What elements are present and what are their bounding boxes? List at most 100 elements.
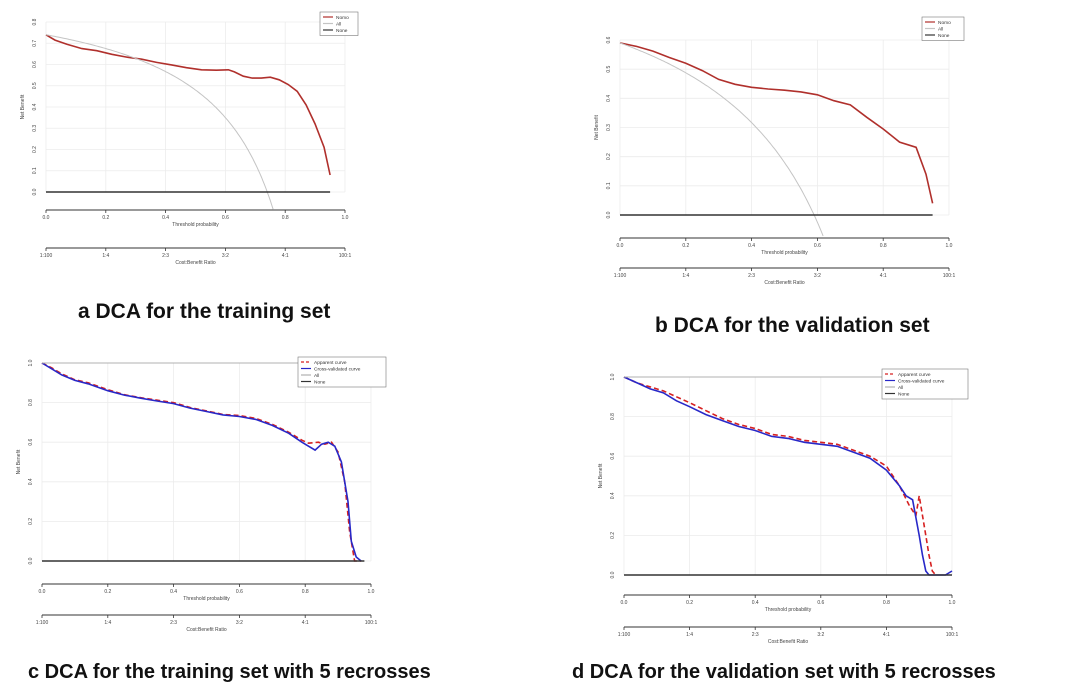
legend-label: None [314,379,326,385]
cost-axis-title: Cost:Benefit Ratio [186,627,227,633]
legend-label: Nomo [938,20,951,26]
series-line-cross-validated-curve [41,362,362,562]
x-tick-label: 0.0 [43,215,50,221]
y-tick-label: 0.7 [32,40,38,47]
legend-label: None [938,33,950,39]
legend-label: All [336,21,341,27]
cost-tick-label: 2:3 [170,620,177,626]
y-tick-label: 0.6 [32,61,38,68]
cost-tick-label: 2:3 [162,253,169,259]
y-tick-label: 0.1 [606,182,612,189]
chart-panel-a: 0.0 0.1 0.2 0.3 0.4 0.5 0.6 0.7 0.8 0.0 0.2 0.4 0.6 0… [0,0,540,340]
chart-c-caption: c DCA for the training set with 5 recros… [28,661,431,683]
legend-label: All [938,26,943,32]
cost-tick-label: 3:2 [236,620,243,626]
chart-b-caption: b DCA for the validation set [655,314,930,337]
cost-tick-label: 4:1 [282,253,289,259]
cost-tick-label: 1:4 [102,253,109,259]
y-tick-label: 0.0 [28,557,34,564]
x-tick-label: 1.0 [949,600,956,606]
x-tick-label: 0.8 [282,215,289,221]
cost-tick-label: 100:1 [339,253,352,259]
series-line-all [619,42,824,237]
y-tick-label: 0.8 [32,18,38,25]
cost-tick-label: 1:4 [682,273,689,279]
y-tick-label: 0.4 [610,492,616,499]
y-tick-label: 0.5 [32,82,38,89]
x-tick-label: 0.6 [817,600,824,606]
y-tick-label: 0.1 [32,167,38,174]
legend-label: Cross-validated curve [314,366,361,372]
x-tick-label: 1.0 [368,589,375,595]
cost-tick-label: 100:1 [365,620,378,626]
x-tick-label: 0.8 [880,243,887,249]
cost-tick-label: 1:100 [40,253,53,259]
x-tick-label: 0.0 [621,600,628,606]
cost-tick-label: 1:100 [618,632,631,638]
cost-tick-label: 4:1 [883,632,890,638]
x-tick-label: 0.4 [748,243,755,249]
series-line-apparent-curve [41,362,362,562]
series-line-nomo [45,34,331,176]
y-tick-label: 0.6 [28,439,34,446]
cost-tick-label: 4:1 [880,273,887,279]
x-tick-label: 0.0 [617,243,624,249]
cost-tick-label: 1:100 [36,620,49,626]
legend-label: Apparent curve [898,372,931,378]
legend-label: All [898,385,903,391]
y-tick-label: 0.8 [28,399,34,406]
cost-axis-title: Cost:Benefit Ratio [764,280,805,286]
y-tick-label: 0.0 [610,571,616,578]
y-axis-title: Net Benefit [16,449,22,474]
series-line-all [45,34,274,210]
cost-axis-title: Cost:Benefit Ratio [768,639,809,645]
x-tick-label: 0.8 [883,600,890,606]
y-tick-label: 0.4 [28,478,34,485]
y-tick-label: 0.0 [606,211,612,218]
legend-label: Nomo [336,15,349,21]
x-tick-label: 0.6 [236,589,243,595]
legend-label: Cross-validated curve [898,378,945,384]
x-tick-label: 0.2 [102,215,109,221]
cost-axis-title: Cost:Benefit Ratio [175,260,216,266]
cost-tick-label: 1:4 [686,632,693,638]
cost-tick-label: 3:2 [817,632,824,638]
y-tick-label: 0.0 [32,188,38,195]
x-tick-label: 1.0 [342,215,349,221]
cost-tick-label: 1:4 [104,620,111,626]
y-tick-label: 0.4 [32,103,38,110]
series-line-cross-validated-curve [623,376,953,576]
chart-panel-d: 0.0 0.2 0.4 0.6 0.8 1.0 0.0 0.2 0.4 0.6 0.8 1.0 Thre… [560,345,1080,691]
y-tick-label: 0.6 [610,453,616,460]
legend-label: Apparent curve [314,360,347,366]
x-tick-label: 0.4 [752,600,759,606]
legend-box [881,368,969,400]
y-axis-title: Net Benefit [20,94,26,119]
y-tick-label: 0.3 [32,125,38,132]
y-axis-title: Net Benefit [598,463,604,488]
y-tick-label: 0.5 [606,65,612,72]
series-line-nomo [619,42,934,204]
chart-d-svg: 0.0 0.2 0.4 0.6 0.8 1.0 0.0 0.2 0.4 0.6 0.8 1.0 Thre… [598,368,969,645]
x-tick-label: 0.6 [814,243,821,249]
x-tick-label: 0.2 [104,589,111,595]
chart-panel-c: 0.0 0.2 0.4 0.6 0.8 1.0 0.0 0.2 0.4 0.6 0.8 1.0 Thre… [0,345,540,691]
x-tick-label: 0.2 [682,243,689,249]
legend-box [297,356,387,388]
cost-tick-label: 2:3 [752,632,759,638]
y-tick-label: 0.2 [610,532,616,539]
series-line-apparent-curve [623,376,937,576]
chart-a-svg: 0.0 0.1 0.2 0.3 0.4 0.5 0.6 0.7 0.8 0.0 0.2 0.4 0.6 0… [20,11,359,266]
cost-tick-label: 4:1 [302,620,309,626]
y-tick-label: 0.6 [606,36,612,43]
cost-tick-label: 100:1 [946,632,959,638]
y-tick-label: 0.2 [32,146,38,153]
cost-tick-label: 3:2 [814,273,821,279]
chart-c-svg: 0.0 0.2 0.4 0.6 0.8 1.0 0.0 0.2 0.4 0.6 0.8 1.0 Thre… [16,356,387,633]
x-axis-title: Threshold probability [765,607,812,613]
legend-label: All [314,373,319,379]
x-tick-label: 0.8 [302,589,309,595]
y-tick-label: 1.0 [610,373,616,380]
x-tick-label: 0.4 [162,215,169,221]
y-tick-label: 0.2 [606,153,612,160]
